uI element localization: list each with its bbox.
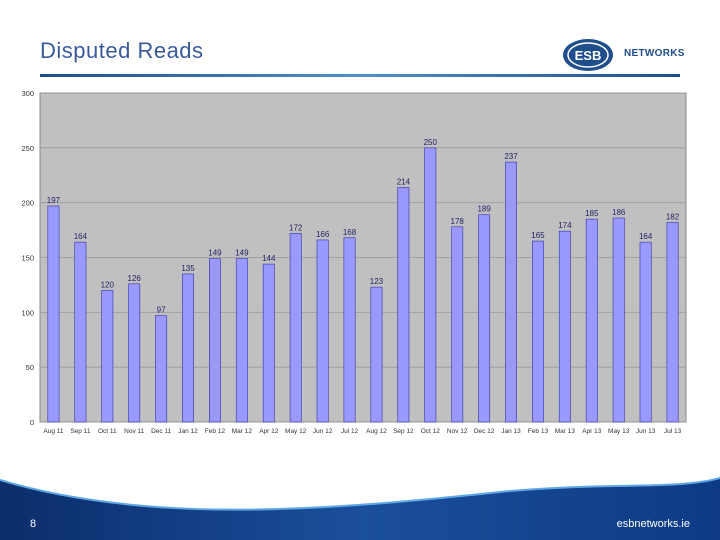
x-tick-label-13: Sep 12	[393, 428, 414, 435]
bar-19	[558, 230, 571, 423]
data-label-9: 172	[289, 223, 303, 232]
bar-18	[532, 240, 544, 423]
page-title: Disputed Reads	[40, 38, 204, 63]
data-label-21: 186	[612, 208, 626, 217]
x-tick-label-23: Jul 13	[664, 428, 682, 435]
site-url: esbnetworks.ie	[616, 518, 690, 530]
x-tick-label-22: Jun 13	[636, 428, 656, 435]
bar-7	[235, 258, 248, 423]
data-label-6: 149	[208, 249, 222, 258]
x-tick-label-9: May 12	[285, 428, 307, 435]
bar-2	[101, 290, 114, 423]
data-label-3: 126	[128, 274, 142, 283]
x-tick-label-6: Feb 12	[205, 428, 226, 435]
bar-11	[343, 237, 356, 423]
bar-14	[424, 147, 437, 423]
esb-logo-icon: ESB	[563, 39, 613, 71]
x-tick-label-5: Jan 12	[178, 428, 198, 435]
x-tick-label-21: May 13	[608, 428, 630, 435]
data-label-0: 197	[47, 196, 61, 205]
x-tick-label-18: Feb 13	[528, 428, 549, 435]
svg-text:ESB: ESB	[575, 48, 602, 63]
x-tick-label-19: Mar 13	[555, 428, 576, 435]
x-tick-label-4: Dec 11	[151, 428, 171, 435]
bar-1	[74, 241, 87, 423]
footer-wave	[0, 477, 720, 540]
y-tick-label-0: 0	[30, 418, 34, 427]
x-tick-label-11: Jul 12	[341, 428, 359, 435]
data-label-13: 214	[397, 177, 411, 186]
data-label-23: 182	[666, 212, 680, 221]
bar-17	[505, 161, 517, 423]
bar-20	[585, 218, 598, 423]
y-tick-label-5: 250	[21, 144, 34, 153]
bar-6	[209, 258, 221, 423]
x-tick-label-17: Jan 13	[501, 428, 521, 435]
x-tick-label-8: Apr 12	[259, 428, 279, 435]
x-tick-label-12: Aug 12	[366, 428, 387, 435]
bar-4	[155, 315, 168, 423]
page-number: 8	[30, 518, 37, 530]
data-label-7: 149	[235, 249, 249, 258]
y-tick-label-6: 300	[21, 89, 34, 98]
y-tick-label-4: 200	[21, 199, 34, 208]
bar-9	[289, 233, 302, 423]
data-label-10: 166	[316, 230, 330, 239]
title-rule	[40, 74, 680, 77]
data-label-15: 178	[451, 217, 465, 226]
bar-23	[666, 222, 679, 423]
data-label-20: 185	[585, 209, 599, 218]
bar-8	[262, 263, 275, 423]
x-tick-label-14: Oct 12	[421, 428, 441, 435]
bar-13	[397, 187, 410, 423]
x-tick-label-3: Nov 11	[124, 428, 144, 435]
logo-text: NETWORKS	[624, 48, 685, 59]
data-label-2: 120	[101, 280, 115, 289]
data-label-18: 165	[531, 231, 545, 240]
data-label-11: 168	[343, 228, 357, 237]
x-tick-label-0: Aug 11	[43, 428, 64, 435]
bar-5	[182, 273, 194, 423]
x-tick-label-7: Mar 12	[232, 428, 253, 435]
bar-22	[639, 241, 652, 423]
y-tick-label-1: 50	[26, 363, 34, 372]
data-label-1: 164	[74, 232, 88, 241]
bar-15	[451, 226, 464, 423]
data-label-16: 189	[477, 205, 491, 214]
bar-16	[478, 214, 491, 423]
bar-3	[128, 283, 141, 423]
data-label-5: 135	[181, 264, 195, 273]
bar-12	[370, 286, 383, 423]
data-label-19: 174	[558, 221, 572, 230]
data-label-4: 97	[157, 306, 166, 315]
x-tick-label-15: Nov 12	[447, 428, 468, 435]
data-label-22: 164	[639, 232, 653, 241]
bar-21	[612, 217, 625, 423]
bar-10	[316, 239, 329, 423]
data-label-14: 250	[424, 138, 438, 147]
data-label-8: 144	[262, 254, 276, 263]
x-tick-label-10: Jun 12	[313, 428, 333, 435]
data-label-12: 123	[370, 277, 384, 286]
bar-0	[47, 205, 60, 423]
disputed-reads-chart: 0 50 100 150 200 250 300 197 Aug 11 164 Sep 11 120 O…	[21, 89, 687, 435]
data-label-17: 237	[504, 152, 518, 161]
x-tick-label-1: Sep 11	[70, 428, 91, 435]
x-tick-label-2: Oct 11	[98, 428, 117, 435]
x-tick-label-16: Dec 12	[474, 428, 495, 435]
x-tick-label-20: Apr 13	[582, 428, 602, 435]
y-tick-label-3: 150	[21, 254, 34, 263]
y-tick-label-2: 100	[21, 308, 34, 317]
